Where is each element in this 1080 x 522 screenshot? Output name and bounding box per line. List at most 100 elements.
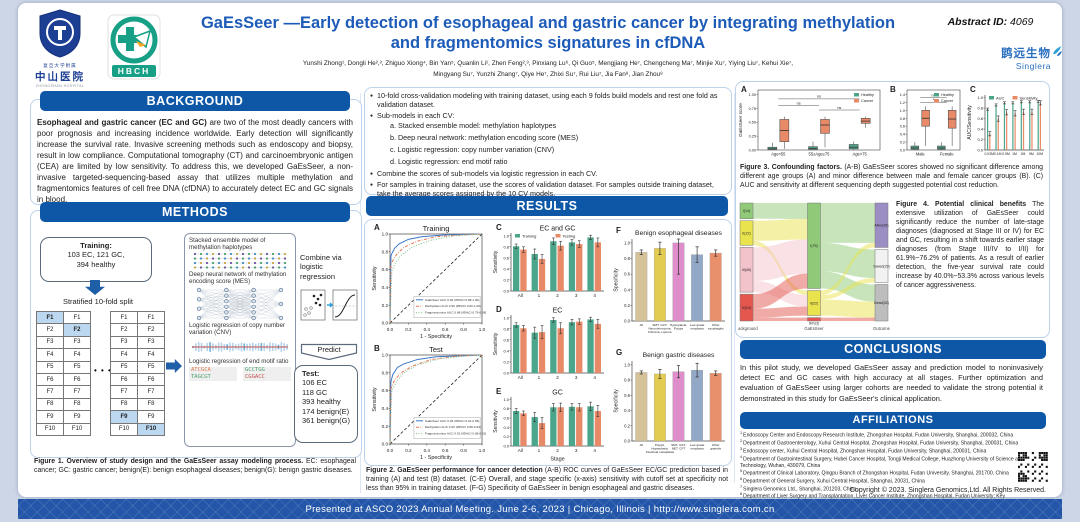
svg-text:2: 2 [556, 448, 559, 453]
svg-text:Predict: Predict [317, 345, 341, 354]
svg-text:0.8: 0.8 [382, 370, 389, 375]
svg-text:Polyps,: Polyps, [655, 443, 665, 447]
svg-text:EC: EC [553, 308, 563, 315]
singlera-label-en: Singlera [1015, 61, 1051, 71]
svg-text:3: 3 [575, 293, 578, 298]
svg-text:A: A [374, 223, 380, 232]
model-dnn-title: Deep neural network of methylation encod… [189, 271, 287, 286]
figure4-caption: Figure 4. Potential clinical benefits Th… [896, 201, 1044, 291]
svg-text:Neurolemmoma,: Neurolemmoma, [648, 327, 671, 331]
svg-text:0.4: 0.4 [424, 448, 431, 453]
fold-table-2: F1 F1 F2 F2 F3 F3 F4 F4 F5 F5 F6 F6 F7 F7 F8 F8 F9 F9 F10 F… [110, 310, 165, 436]
svg-text:0.0: 0.0 [503, 289, 509, 294]
zhongshan-label-en: ZHONGSHAN HOSPITAL [35, 84, 85, 88]
svg-text:0.2: 0.2 [382, 303, 389, 308]
background-text: Esophageal and gastric cancer (EC and GC… [37, 117, 353, 205]
svg-text:1.0: 1.0 [479, 448, 486, 453]
svg-text:1 - Specificity: 1 - Specificity [420, 334, 452, 340]
workflow-bullet: ● Sub-models in each CV: [370, 110, 455, 120]
svg-text:0.6: 0.6 [382, 388, 389, 393]
svg-text:0.2: 0.2 [503, 434, 509, 439]
workflow-bullet: ● For samples in training dataset, use th… [370, 179, 714, 198]
workflow-bullet: b. Deep neural network: methylation enco… [390, 133, 579, 142]
svg-text:0.2: 0.2 [382, 424, 389, 429]
submodels-bracket: Stacked ensemble model of methylation ha… [184, 233, 296, 447]
svg-text:1 - Specificity: 1 - Specificity [420, 455, 452, 461]
svg-text:0.6: 0.6 [382, 267, 389, 272]
svg-text:Background: Background [738, 326, 758, 331]
ellipsis-dots: • • • [94, 366, 112, 375]
figure2-caption-rest: (A-B) ROC curves of GaEsSeer EC/GC predi… [366, 467, 729, 492]
svg-text:All: All [518, 448, 523, 453]
affiliation-item: 5 Department of Clinical Laboratory, Qin… [740, 468, 1009, 477]
figure1-diagram: Training: 103 EC, 121 GC, 394 healthy Str… [32, 231, 358, 453]
svg-text:0.0: 0.0 [977, 148, 983, 153]
svg-text:0.4: 0.4 [900, 133, 905, 137]
svg-text:ns: ns [931, 93, 935, 97]
svg-text:C: C [970, 85, 976, 94]
svg-text:I(14): I(14) [743, 209, 750, 213]
svg-text:Sensitivity: Sensitivity [372, 387, 378, 412]
svg-text:0.5M: 0.5M [1002, 152, 1010, 156]
svg-text:All: All [518, 375, 523, 380]
svg-text:0.4: 0.4 [624, 408, 630, 413]
svg-text:0.0: 0.0 [624, 319, 630, 324]
svg-text:gastritis: gastritis [710, 447, 721, 451]
neural-network-icon [189, 286, 291, 322]
svg-text:Low grade: Low grade [690, 323, 705, 327]
model-ensemble-title: Stacked ensemble model of methylation ha… [189, 237, 266, 252]
svg-text:4: 4 [593, 293, 596, 298]
test-box-title: Test: [302, 369, 320, 378]
abstract-id: Abstract ID: 4069 [923, 16, 1058, 28]
training-cohort-box: Training: 103 EC, 121 GC, 394 healthy [40, 237, 152, 282]
svg-text:0.2: 0.2 [977, 137, 983, 142]
footer-banner: Presented at ASCO 2023 Annual Meeting. J… [18, 499, 1062, 519]
svg-text:Test: Test [429, 345, 444, 354]
figure2-bars-ec-chart: D EC 0.0 0.2 0.4 0.6 0.8 1.0 Sensitivity All 1 2 3 4 [492, 304, 606, 383]
affiliation-item: 6 Department of General Surgery, Xuhui C… [740, 476, 925, 485]
svg-text:0.8: 0.8 [624, 378, 630, 383]
figure3-caption: Figure 3. Confounding factors. (A-B) GaE… [740, 164, 1043, 191]
figure4-caption-bold: Figure 4. Potential clinical benefits [896, 201, 1027, 208]
poster: 复旦大学附属 中山医院 ZHONGSHAN HOSPITAL HBCH GaEs… [18, 3, 1062, 506]
svg-text:B: B [890, 85, 896, 94]
svg-text:0.8: 0.8 [503, 326, 509, 331]
affiliations-heading: AFFILIATIONS [740, 412, 1046, 429]
training-box-title: Training: [80, 241, 112, 250]
figure3-box-sex-chart: B 0.0 0.2 0.4 0.6 0.8 1.0 1.2 1.4 Male Female ns * He… [886, 84, 963, 160]
test-cohort-box: Test: 106 EC 118 GC 393 healthy 174 benign(… [294, 365, 358, 443]
svg-text:0.0: 0.0 [624, 439, 630, 444]
background-body: are two of the most deadly cancers with … [37, 118, 354, 205]
svg-text:Specificity: Specificity [614, 389, 620, 413]
svg-text:B: B [374, 344, 380, 353]
figure2-caption-bold: Figure 2. GaEsSeer performance for cance… [366, 467, 543, 474]
svg-text:neoplasia: neoplasia [690, 327, 704, 331]
svg-text:0.4: 0.4 [503, 266, 509, 271]
svg-text:1: 1 [538, 375, 541, 380]
affiliation-item: 1 Endoscopy Center and Endoscopy Researc… [740, 431, 1014, 439]
figure2-roc-training-chart: A Training 0.0 0.0 0.2 0.2 0.4 0.4 0.6 0.6 0.8 0.8 1… [370, 222, 486, 340]
svg-text:0.6: 0.6 [442, 327, 449, 332]
svg-text:neoplasia: neoplasia [690, 447, 704, 451]
svg-text:0.6: 0.6 [977, 116, 983, 121]
svg-text:II(22): II(22) [810, 301, 818, 305]
background-panel [30, 99, 362, 205]
banner-text: Presented at ASCO 2023 Annual Meeting. J… [305, 503, 775, 515]
svg-text:Other: Other [712, 323, 720, 327]
svg-text:Alive(39): Alive(39) [874, 224, 888, 228]
svg-text:Age>75: Age>75 [853, 152, 868, 157]
svg-text:*: * [933, 98, 935, 102]
svg-text:GaEsSeer AUC 0.93 (95%CI 0.91-: GaEsSeer AUC 0.93 (95%CI 0.91-0.95) [425, 419, 480, 423]
predict-banner: Predict [300, 343, 358, 366]
svg-text:HBCH: HBCH [118, 66, 151, 76]
figure4-caption-rest: The extensive utilization of GaEsSeer co… [896, 201, 1045, 289]
svg-text:1.0: 1.0 [900, 109, 905, 113]
svg-text:Benign gastric diseases: Benign gastric diseases [643, 352, 715, 359]
svg-text:0.8: 0.8 [624, 256, 630, 261]
svg-text:0.0: 0.0 [382, 442, 389, 447]
svg-text:0.8: 0.8 [503, 244, 509, 249]
svg-text:0.2: 0.2 [624, 303, 630, 308]
figure2-bars-ecgc-chart: C EC and GC 0.0 0.2 0.4 0.6 0.8 1.0 Sensitivity A… [492, 222, 606, 301]
workflow-bullets: ● 10-fold cross-validation modeling with … [370, 91, 726, 199]
qr-code-icon [1017, 451, 1049, 483]
